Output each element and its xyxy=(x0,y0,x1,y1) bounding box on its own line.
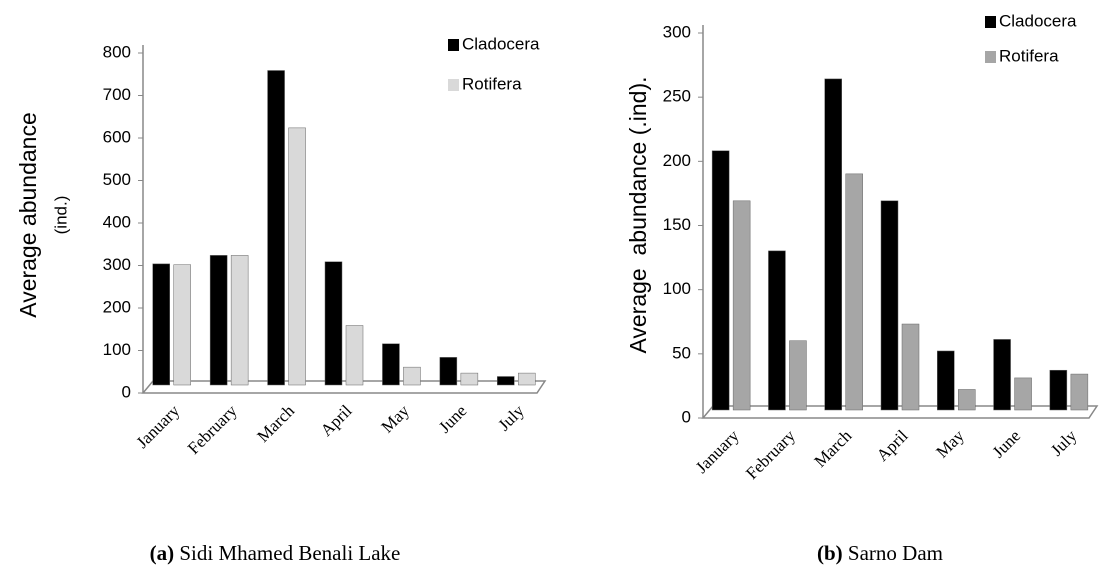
x-tick-label: July xyxy=(494,401,528,435)
bar xyxy=(1070,373,1089,411)
caption: (a) Sidi Mhamed Benali Lake xyxy=(150,541,401,565)
x-tick-label: May xyxy=(932,426,968,462)
x-tick-label: April xyxy=(317,401,356,440)
bar xyxy=(497,376,515,386)
caption-label: (b) xyxy=(817,541,843,565)
caption-text: Sarno Dam xyxy=(848,541,943,565)
y-tick-label: 500 xyxy=(103,170,131,189)
y-tick-label: 150 xyxy=(663,215,691,234)
legend-swatch xyxy=(448,79,459,91)
legend-swatch xyxy=(985,16,996,28)
floor xyxy=(701,405,1099,419)
bar xyxy=(789,340,807,411)
caption: (b) Sarno Dam xyxy=(817,541,943,565)
y-tick-label: 300 xyxy=(663,22,691,41)
y-tick-label: 100 xyxy=(663,279,691,298)
x-tick-label: January xyxy=(132,401,183,452)
y-tick-label: 100 xyxy=(103,340,131,359)
bar xyxy=(711,150,730,411)
bar xyxy=(382,343,400,386)
bar xyxy=(152,263,170,386)
bar xyxy=(209,255,228,386)
y-tick-label: 300 xyxy=(103,255,131,274)
bar xyxy=(267,70,285,386)
bar xyxy=(439,357,458,386)
y-tick-label: 50 xyxy=(672,343,691,362)
x-tick-label: February xyxy=(184,401,241,458)
legend-swatch xyxy=(448,39,459,51)
y-tick-label: 0 xyxy=(682,407,691,426)
x-tick-label: April xyxy=(873,426,912,465)
bar xyxy=(901,323,920,411)
bar xyxy=(845,173,863,411)
bar xyxy=(403,366,421,386)
y-tick-label: 400 xyxy=(103,212,131,231)
bar xyxy=(937,350,955,411)
caption-label: (a) xyxy=(150,541,175,565)
bar xyxy=(880,200,899,411)
legend-label: Cladocera xyxy=(462,34,540,53)
floor xyxy=(141,380,547,394)
bar xyxy=(230,255,249,386)
y-tick-label: 250 xyxy=(663,87,691,106)
x-tick-label: May xyxy=(378,401,414,437)
legend-label: Rotifera xyxy=(462,74,522,93)
bar xyxy=(824,78,842,411)
y-axis-label: Average abundance (.ind). xyxy=(625,76,651,353)
x-tick-label: January xyxy=(692,426,743,477)
bar xyxy=(288,127,306,386)
x-tick-label: June xyxy=(989,426,1024,461)
y-tick-label: 200 xyxy=(663,151,691,170)
y-tick-label: 700 xyxy=(103,85,131,104)
x-tick-label: July xyxy=(1047,426,1081,460)
bar xyxy=(173,264,191,386)
bar xyxy=(1014,377,1032,411)
legend-label: Cladocera xyxy=(999,11,1077,30)
bar xyxy=(345,325,364,386)
y-tick-label: 800 xyxy=(103,42,131,61)
bar xyxy=(732,200,751,411)
x-tick-label: June xyxy=(435,401,470,436)
legend-label: Rotifera xyxy=(999,46,1059,65)
legend-swatch xyxy=(985,51,996,63)
y-axis-label: Average abundance xyxy=(15,112,41,317)
bar xyxy=(993,339,1011,411)
x-tick-label: February xyxy=(742,426,799,483)
bar xyxy=(460,372,479,386)
y-tick-label: 200 xyxy=(103,297,131,316)
y-axis-label-2: (ind.) xyxy=(51,196,70,235)
x-tick-label: March xyxy=(810,426,855,471)
y-tick-label: 600 xyxy=(103,127,131,146)
bar xyxy=(518,372,536,386)
bar xyxy=(1049,369,1068,411)
bar xyxy=(768,250,786,411)
y-tick-label: 0 xyxy=(122,382,131,401)
x-tick-label: March xyxy=(253,401,298,446)
bar xyxy=(324,261,343,386)
bar xyxy=(958,389,976,411)
caption-text: Sidi Mhamed Benali Lake xyxy=(179,541,400,565)
